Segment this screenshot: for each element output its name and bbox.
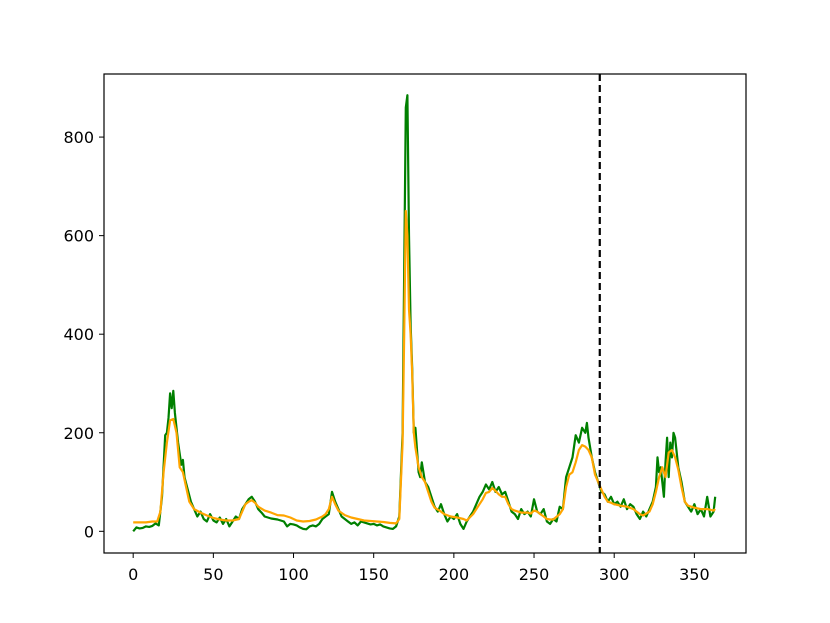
y-tick-label: 800 xyxy=(63,128,94,147)
y-tick-label: 600 xyxy=(63,227,94,246)
axes-frame xyxy=(103,73,747,554)
x-tick-label: 50 xyxy=(203,565,223,584)
y-tick-label: 400 xyxy=(63,325,94,344)
x-tick-label: 150 xyxy=(358,565,389,584)
x-tick-label: 250 xyxy=(519,565,550,584)
x-tick-label: 300 xyxy=(599,565,630,584)
series-line-2 xyxy=(133,209,716,525)
y-axis: 0 200 400 600 800 xyxy=(63,128,104,541)
x-tick-label: 350 xyxy=(679,565,710,584)
x-tick-label: 200 xyxy=(439,565,470,584)
x-tick-label: 0 xyxy=(128,565,138,584)
x-tick-label: 100 xyxy=(278,565,309,584)
y-tick-label: 200 xyxy=(63,424,94,443)
x-axis: 0 50 100 150 200 250 300 350 xyxy=(128,553,710,584)
plot-area xyxy=(132,74,717,553)
y-tick-label: 0 xyxy=(84,522,94,541)
